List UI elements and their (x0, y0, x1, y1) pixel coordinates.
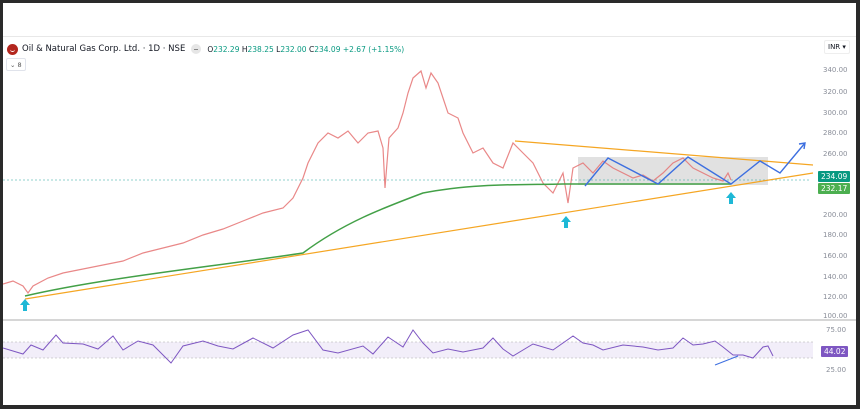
up-arrow-icon (561, 216, 571, 228)
symbol-legend: Oil & Natural Gas Corp. Ltd. · 1D · NSE … (7, 41, 404, 57)
chevron-down-icon: ⌄ (10, 60, 16, 69)
currency-selector[interactable]: INR ▾ (824, 40, 850, 54)
indicators-toggle[interactable]: ⌄ 8 (6, 58, 26, 71)
pane-divider[interactable] (3, 319, 856, 321)
symbol-title[interactable]: Oil & Natural Gas Corp. Ltd. · 1D · NSE (22, 44, 186, 54)
ohlc-values: O232.29 H238.25 L232.00 C234.09 +2.67 (+… (207, 44, 405, 54)
ma-value-tag: 232.17 (818, 183, 851, 194)
toolbar-divider (3, 36, 856, 37)
ongc-logo-icon (7, 43, 18, 55)
price-chart[interactable] (3, 3, 856, 405)
chart-frame: Oil & Natural Gas Corp. Ltd. · 1D · NSE … (3, 3, 856, 405)
up-arrow-icon (20, 299, 30, 311)
chevron-down-icon: ▾ (842, 43, 846, 51)
market-status-icon[interactable] (191, 44, 202, 54)
last-price-tag: 234.09 (818, 171, 851, 182)
up-arrow-icon (726, 192, 736, 204)
rsi-value-tag: 44.02 (821, 346, 849, 357)
